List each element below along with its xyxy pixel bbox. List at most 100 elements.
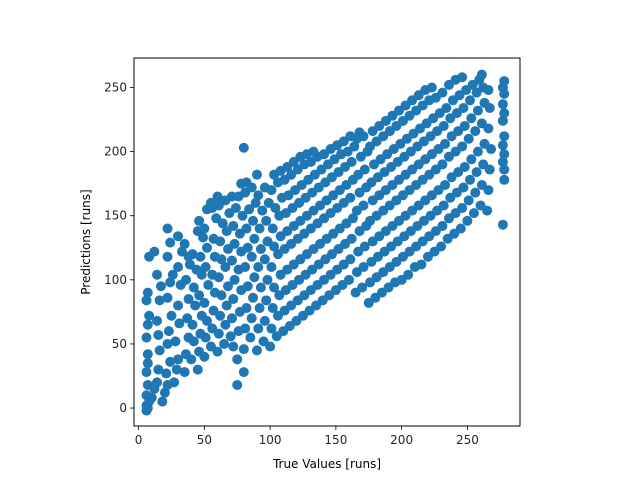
data-point — [223, 281, 234, 292]
data-point — [250, 197, 261, 208]
data-point — [426, 82, 437, 93]
data-point — [194, 290, 205, 301]
data-point — [155, 281, 166, 292]
data-point — [154, 295, 165, 306]
data-point — [346, 156, 357, 167]
data-point — [253, 323, 264, 334]
y-axis: 0 50 100 150 200 250 — [104, 80, 134, 415]
data-point — [188, 282, 199, 293]
data-point — [251, 345, 262, 356]
data-point — [188, 336, 199, 347]
data-point — [270, 203, 281, 214]
data-point — [267, 223, 278, 234]
data-point — [262, 274, 273, 285]
data-point — [267, 303, 278, 314]
data-point — [215, 236, 226, 247]
data-point — [403, 269, 414, 280]
data-point — [499, 174, 510, 185]
data-point — [345, 192, 356, 203]
data-point — [457, 72, 468, 83]
data-point — [173, 231, 184, 242]
data-point — [484, 103, 495, 114]
data-point — [162, 338, 173, 349]
x-tick-label: 100 — [259, 433, 282, 447]
data-point — [153, 329, 164, 340]
data-point — [162, 251, 173, 262]
data-point — [458, 103, 469, 114]
data-point — [254, 303, 265, 314]
data-point — [203, 279, 214, 290]
data-point — [471, 167, 482, 178]
data-point — [216, 290, 227, 301]
data-point — [163, 326, 174, 337]
data-point — [198, 232, 209, 243]
data-point — [199, 297, 210, 308]
data-point — [346, 233, 357, 244]
data-point — [472, 105, 483, 116]
data-point — [166, 310, 177, 321]
data-point — [265, 341, 276, 352]
data-point — [462, 215, 473, 226]
y-tick-label: 200 — [104, 145, 127, 159]
data-point — [266, 185, 277, 196]
data-point — [261, 215, 272, 226]
data-point — [257, 205, 268, 216]
x-tick-label: 0 — [135, 433, 143, 447]
x-tick-label: 50 — [197, 433, 212, 447]
data-point — [499, 131, 510, 142]
data-point — [253, 262, 264, 272]
data-point — [484, 164, 495, 175]
data-point — [183, 294, 194, 305]
data-point — [246, 182, 257, 193]
data-point — [212, 191, 223, 202]
data-point — [483, 185, 494, 196]
data-point — [465, 95, 476, 106]
data-point — [220, 319, 231, 330]
data-point — [149, 246, 160, 257]
data-point — [470, 126, 481, 137]
data-point — [470, 187, 481, 198]
data-point — [440, 138, 451, 149]
data-point — [230, 203, 241, 214]
data-point — [358, 131, 369, 142]
data-point — [255, 282, 266, 293]
data-point — [162, 292, 173, 303]
data-point — [238, 344, 249, 355]
data-point — [246, 251, 257, 262]
data-point — [194, 215, 205, 226]
data-point — [152, 377, 163, 388]
data-point — [466, 113, 477, 124]
data-point — [497, 140, 508, 151]
data-point — [497, 156, 508, 167]
data-point — [437, 87, 448, 98]
data-point — [459, 120, 470, 131]
data-point — [142, 287, 153, 298]
data-point — [259, 254, 270, 265]
data-point — [154, 345, 165, 356]
data-point — [201, 242, 212, 253]
data-point — [345, 254, 356, 265]
data-point — [229, 238, 240, 249]
x-tick-label: 200 — [390, 433, 413, 447]
data-point — [141, 332, 152, 343]
data-point — [219, 338, 230, 349]
data-point — [249, 233, 260, 244]
y-tick-label: 250 — [104, 80, 127, 94]
data-point — [228, 220, 239, 231]
data-points — [141, 69, 510, 416]
data-point — [248, 215, 259, 226]
data-point — [238, 367, 249, 378]
data-point — [162, 223, 173, 234]
data-point — [240, 262, 251, 272]
data-point — [358, 262, 369, 272]
data-point — [255, 244, 266, 255]
data-point — [482, 205, 493, 216]
data-point — [241, 303, 252, 314]
data-point — [153, 364, 164, 375]
data-point — [212, 346, 223, 357]
y-axis-label: Predictions [runs] — [79, 189, 93, 294]
data-point — [358, 200, 369, 211]
data-point — [266, 323, 277, 334]
data-point — [359, 241, 370, 252]
data-point — [459, 161, 470, 172]
